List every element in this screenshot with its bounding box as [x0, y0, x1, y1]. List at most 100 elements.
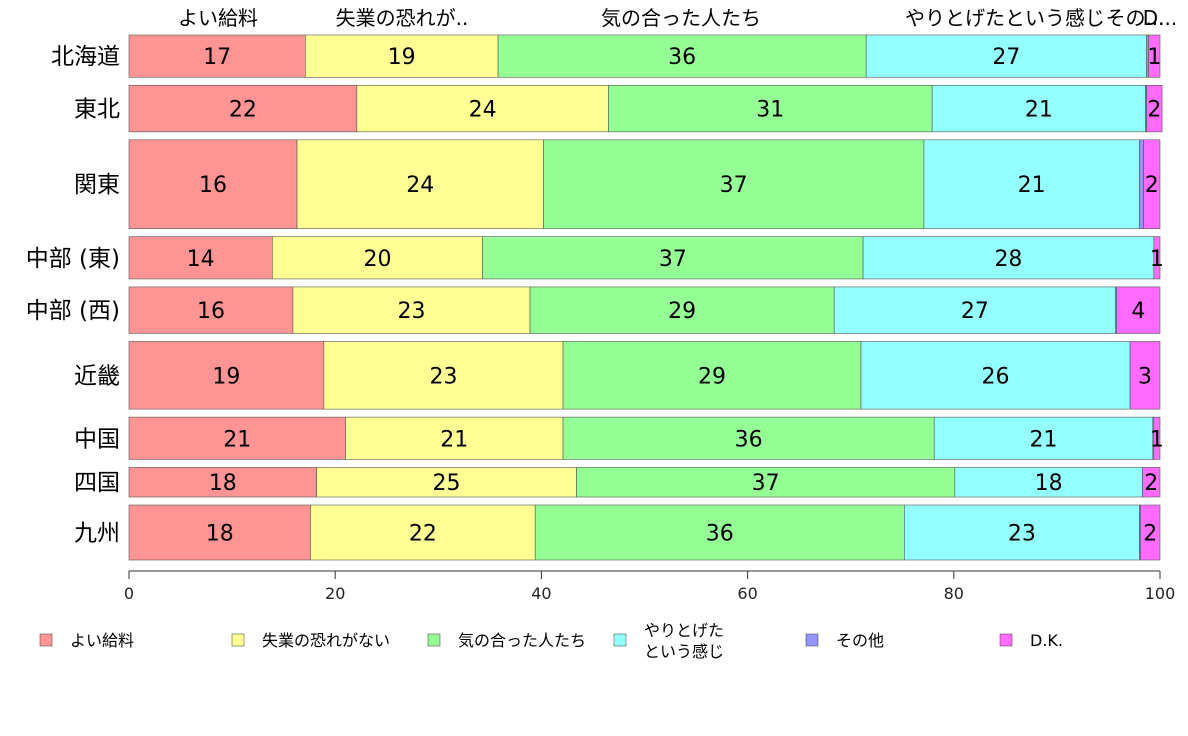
legend-label: D.K.: [1030, 631, 1063, 650]
bar-segment: [954, 467, 1143, 498]
bar-segment: [128, 34, 306, 78]
bar-segment: [862, 236, 1155, 280]
bar-value-label: 18: [206, 522, 234, 547]
bar-value-label: 1: [1147, 45, 1161, 70]
bar-value-label: 27: [992, 45, 1020, 70]
bar-segment: [923, 139, 1140, 229]
row-label: 中部 (西): [26, 298, 120, 324]
legend-label: 気の合った人たち: [458, 631, 586, 650]
legend-swatch: [805, 633, 819, 647]
bar-segment: [128, 236, 273, 280]
bar-value-label: 21: [223, 427, 251, 452]
bar-segment: [529, 286, 835, 334]
legend-swatch: [39, 633, 53, 647]
bar-segment: [1139, 139, 1144, 229]
legend-label: やりとげた: [644, 621, 724, 640]
bar-segment: [1153, 236, 1161, 280]
row-label: 四国: [74, 470, 120, 496]
bar-value-label: 24: [469, 98, 497, 123]
x-tick-label: 40: [531, 584, 551, 603]
bar-segment: [272, 236, 483, 280]
bar-segment: [534, 504, 905, 561]
bar-segment: [356, 84, 609, 133]
bar-value-label: 37: [659, 247, 687, 272]
bar-segment: [1129, 341, 1161, 410]
bar-value-label: 19: [212, 364, 240, 389]
column-header: よい給料: [178, 6, 258, 30]
bar-value-label: 22: [409, 522, 437, 547]
bar-value-label: 24: [406, 173, 434, 198]
bar-value-label: 16: [199, 173, 227, 198]
bar-value-label: 3: [1138, 364, 1152, 389]
bar-segment: [296, 139, 544, 229]
legend-swatch: [427, 633, 441, 647]
bar-segment: [128, 416, 346, 460]
legend-label: よい給料: [70, 631, 134, 650]
bar-segment: [497, 34, 867, 78]
row-label: 東北: [74, 97, 120, 123]
bar-segment: [128, 467, 317, 498]
bar-value-label: 37: [752, 471, 780, 496]
bar-value-label: 14: [187, 247, 215, 272]
column-header: その...: [1105, 6, 1164, 30]
bar-segment: [1146, 84, 1163, 133]
bar-value-label: 28: [994, 247, 1022, 272]
bar-value-label: 31: [756, 98, 784, 123]
x-tick-label: 0: [124, 584, 134, 603]
bar-segment: [305, 34, 499, 78]
legend-swatch: [999, 633, 1013, 647]
row-label: 近畿: [74, 363, 120, 389]
bar-value-label: 21: [1029, 427, 1057, 452]
bar-value-label: 36: [706, 522, 734, 547]
bar-segment: [128, 84, 358, 133]
legend-label: という感じ: [644, 642, 724, 661]
bar-segment: [128, 341, 325, 410]
row-label: 北海道: [51, 44, 120, 70]
legend-label: 失業の恐れがない: [262, 631, 390, 650]
bar-value-label: 22: [229, 98, 257, 123]
bar-value-label: 2: [1144, 471, 1158, 496]
bar-segment: [292, 286, 531, 334]
bar-value-label: 27: [961, 299, 989, 324]
bar-segment: [931, 84, 1146, 133]
bar-segment: [608, 84, 933, 133]
row-label: 中部 (東): [26, 246, 120, 272]
x-tick-label: 80: [944, 584, 964, 603]
column-header: D...: [1143, 6, 1177, 30]
bar-segment: [860, 341, 1131, 410]
bar-value-label: 23: [429, 364, 457, 389]
x-tick-label: 60: [737, 584, 757, 603]
row-label: 関東: [74, 172, 120, 198]
bar-value-label: 19: [388, 45, 416, 70]
bar-value-label: 21: [1025, 98, 1053, 123]
bar-value-label: 2: [1145, 173, 1159, 198]
bar-value-label: 26: [982, 364, 1010, 389]
bar-segment: [128, 139, 298, 229]
bar-value-label: 37: [720, 173, 748, 198]
bar-segment: [1148, 34, 1161, 78]
bar-segment: [1153, 416, 1161, 460]
bar-value-label: 36: [668, 45, 696, 70]
row-label: 九州: [74, 521, 120, 547]
bar-segment: [933, 416, 1154, 460]
bar-segment: [1143, 139, 1161, 229]
bar-segment: [1142, 467, 1161, 498]
legend-label: その他: [836, 631, 884, 650]
bar-value-label: 23: [1008, 522, 1036, 547]
bar-segment: [865, 34, 1147, 78]
bar-segment: [576, 467, 956, 498]
column-header: 気の合った人たち: [601, 6, 761, 30]
legend-swatch: [231, 633, 245, 647]
bar-value-label: 1: [1150, 247, 1164, 272]
bar-segment: [543, 139, 925, 229]
bar-segment: [128, 286, 294, 334]
bar-value-label: 4: [1131, 299, 1145, 324]
bar-value-label: 20: [363, 247, 391, 272]
column-header: 失業の恐れが..: [336, 6, 469, 30]
bar-value-label: 23: [397, 299, 425, 324]
bar-value-label: 2: [1143, 522, 1157, 547]
x-tick-label: 100: [1145, 584, 1176, 603]
bar-value-label: 25: [433, 471, 461, 496]
bar-segment: [1116, 286, 1161, 334]
bar-value-label: 2: [1147, 98, 1161, 123]
